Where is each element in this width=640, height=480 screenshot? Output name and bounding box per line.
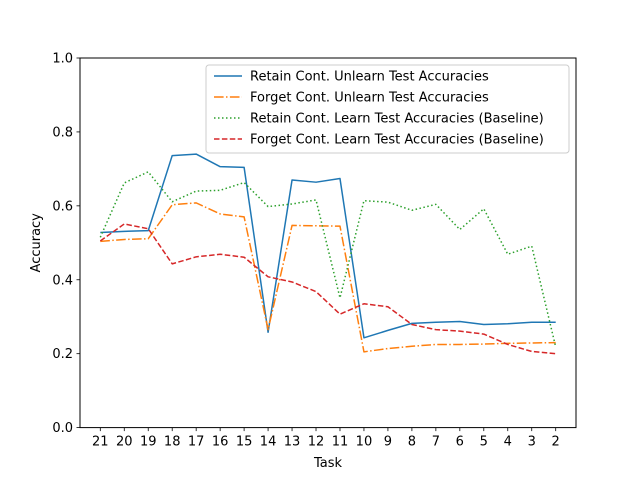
y-tick-label-0.2: 0.2 <box>52 347 73 362</box>
series-layer <box>99 153 557 355</box>
x-tick-label-17: 17 <box>188 435 205 450</box>
x-tick-label-4: 4 <box>504 435 512 450</box>
x-tick-label-9: 9 <box>384 435 392 450</box>
legend-label-3: Retain Cont. Learn Test Accuracies (Base… <box>250 112 544 127</box>
x-tick-label-15: 15 <box>236 435 253 450</box>
legend-label-2: Forget Cont. Unlearn Test Accuracies <box>250 91 489 106</box>
legend-label-4: Forget Cont. Learn Test Accuracies (Base… <box>250 133 544 148</box>
series-line-2 <box>100 202 556 353</box>
legend-box <box>205 64 570 154</box>
x-tick-label-16: 16 <box>212 435 229 450</box>
y-tick-label-0.4: 0.4 <box>52 273 73 288</box>
x-tick-label-3: 3 <box>528 435 536 450</box>
x-axis-label: Task <box>313 456 343 471</box>
series-line-3 <box>99 171 557 348</box>
x-tick-label-6: 6 <box>456 435 464 450</box>
x-tick-label-7: 7 <box>432 435 440 450</box>
x-tick-label-11: 11 <box>332 435 349 450</box>
y-tick-label-0.6: 0.6 <box>52 199 73 214</box>
x-tick-label-8: 8 <box>408 435 416 450</box>
x-tick-label-10: 10 <box>356 435 373 450</box>
series-line-1 <box>100 153 556 339</box>
y-tick-label-0.8: 0.8 <box>52 125 73 140</box>
x-tick-label-13: 13 <box>284 435 301 450</box>
y-tick-label-0.0: 0.0 <box>52 421 73 436</box>
x-tick-label-5: 5 <box>480 435 488 450</box>
x-tick-label-18: 18 <box>164 435 181 450</box>
y-axis-label: Accuracy <box>29 213 44 273</box>
x-tick-label-20: 20 <box>116 435 133 450</box>
x-tick-label-21: 21 <box>92 435 109 450</box>
x-tick-label-19: 19 <box>140 435 157 450</box>
x-tick-label-2: 2 <box>552 435 560 450</box>
x-tick-label-12: 12 <box>308 435 325 450</box>
legend-label-1: Retain Cont. Unlearn Test Accuracies <box>250 70 489 85</box>
axis-layer: 21 20 19 18 17 16 15 14 13 12 11 10 9 8 7 6 5 4 3 2 0.0 0.2 0.… <box>52 52 560 450</box>
y-tick-label-1.0: 1.0 <box>52 52 73 67</box>
x-tick-label-14: 14 <box>260 435 277 450</box>
plot-frame <box>79 57 577 429</box>
legend: Retain Cont. Unlearn Test Accuracies Forg… <box>205 64 570 154</box>
